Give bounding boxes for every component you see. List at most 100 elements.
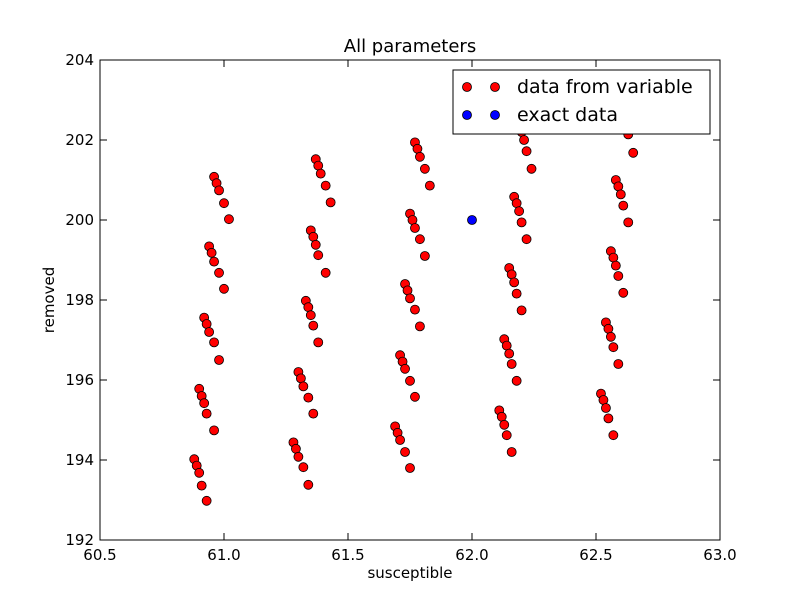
data-point-variable — [405, 375, 415, 386]
data-point-variable — [313, 250, 324, 261]
data-point-variable — [628, 147, 639, 158]
legend-marker-blue-left — [462, 110, 472, 120]
data-point-variable — [293, 451, 304, 462]
data-point-exact — [467, 215, 477, 225]
data-point-variable — [308, 320, 319, 331]
y-tick-label: 198 — [65, 291, 94, 309]
data-point-variable — [516, 217, 527, 228]
x-tick-label: 60.5 — [83, 546, 116, 564]
data-point-variable — [506, 359, 517, 369]
data-point-variable — [501, 430, 512, 441]
y-tick-label: 194 — [65, 451, 94, 469]
x-tick-label: 63.0 — [703, 546, 736, 564]
data-point-variable — [410, 223, 420, 233]
data-point-variable — [400, 447, 410, 457]
data-point-variable — [613, 359, 624, 369]
y-tick-label: 192 — [65, 531, 94, 549]
data-point-variable — [511, 375, 522, 386]
data-point-variable — [410, 391, 420, 402]
legend-label-series-2: exact data — [517, 104, 618, 126]
data-point-variable — [415, 151, 425, 162]
data-point-variable — [603, 413, 614, 424]
data-point-variable — [214, 267, 224, 278]
data-point-variable — [219, 198, 229, 209]
x-tick-label: 62.0 — [455, 546, 488, 564]
data-point-variable — [615, 189, 626, 200]
data-point-variable — [521, 146, 532, 157]
data-point-variable — [521, 234, 532, 245]
points-layer — [189, 103, 639, 506]
data-point-variable — [419, 163, 430, 174]
data-point-variable — [511, 288, 522, 299]
data-point-variable — [424, 180, 435, 191]
data-point-variable — [204, 327, 215, 337]
data-point-variable — [526, 163, 537, 174]
legend-marker-red-right — [490, 82, 500, 92]
data-point-variable — [303, 479, 314, 490]
data-point-variable — [214, 185, 224, 196]
data-point-variable — [313, 337, 324, 348]
data-point-variable — [608, 430, 619, 441]
ticks-layer: 60.5 61.0 61.5 62.0 62.5 63.0 192 194 196 198 200 2… — [65, 51, 736, 564]
data-point-variable — [196, 480, 207, 491]
x-axis-label: susceptible — [367, 564, 452, 582]
legend-box — [452, 69, 711, 135]
data-point-variable — [618, 200, 629, 211]
chart-title: All parameters — [344, 36, 476, 57]
data-point-variable — [419, 251, 430, 261]
data-point-variable — [610, 260, 621, 271]
legend-label-series-1: data from variable — [517, 76, 693, 98]
data-point-variable — [310, 239, 321, 250]
data-point-variable — [209, 425, 219, 436]
data-point-variable — [514, 206, 525, 217]
data-point-variable — [201, 408, 212, 419]
data-point-variable — [509, 277, 520, 288]
data-point-variable — [405, 293, 415, 304]
data-point-variable — [209, 337, 219, 348]
legend-marker-red-left — [462, 82, 472, 92]
data-point-variable — [206, 247, 217, 258]
data-point-variable — [298, 381, 309, 392]
data-point-variable — [605, 331, 616, 342]
x-tick-label: 62.5 — [579, 546, 612, 564]
data-point-variable — [618, 287, 629, 298]
data-point-variable — [410, 304, 420, 315]
data-point-variable — [325, 197, 336, 208]
data-point-variable — [395, 435, 405, 445]
data-point-variable — [320, 180, 331, 191]
data-point-variable — [400, 363, 410, 374]
data-point-variable — [305, 310, 316, 321]
data-point-variable — [405, 463, 415, 473]
data-point-variable — [308, 408, 319, 419]
y-axis-label: removed — [40, 267, 58, 333]
legend: data from variable exact data — [452, 69, 711, 135]
data-point-variable — [415, 234, 425, 245]
data-point-variable — [224, 214, 234, 225]
data-point-variable — [201, 495, 212, 506]
y-tick-label: 196 — [65, 371, 94, 389]
data-point-variable — [499, 419, 510, 430]
data-point-variable — [209, 256, 219, 267]
y-tick-label: 202 — [65, 131, 94, 149]
data-point-variable — [519, 135, 529, 145]
data-point-variable — [303, 392, 314, 403]
data-point-variable — [315, 168, 326, 179]
data-point-variable — [415, 321, 425, 332]
data-point-variable — [298, 462, 309, 473]
data-point-variable — [320, 267, 331, 278]
data-point-variable — [199, 398, 210, 409]
data-point-variable — [214, 355, 224, 365]
x-tick-label: 61.5 — [331, 546, 364, 564]
data-point-variable — [601, 403, 611, 413]
y-tick-label: 204 — [65, 51, 94, 69]
data-point-variable — [219, 283, 229, 294]
data-point-variable — [194, 467, 205, 478]
data-point-variable — [608, 342, 619, 353]
data-point-variable — [506, 447, 517, 457]
y-tick-label: 200 — [65, 211, 94, 229]
data-point-variable — [623, 217, 634, 228]
data-point-variable — [504, 348, 515, 359]
data-point-variable — [613, 271, 624, 281]
x-tick-label: 61.0 — [207, 546, 240, 564]
